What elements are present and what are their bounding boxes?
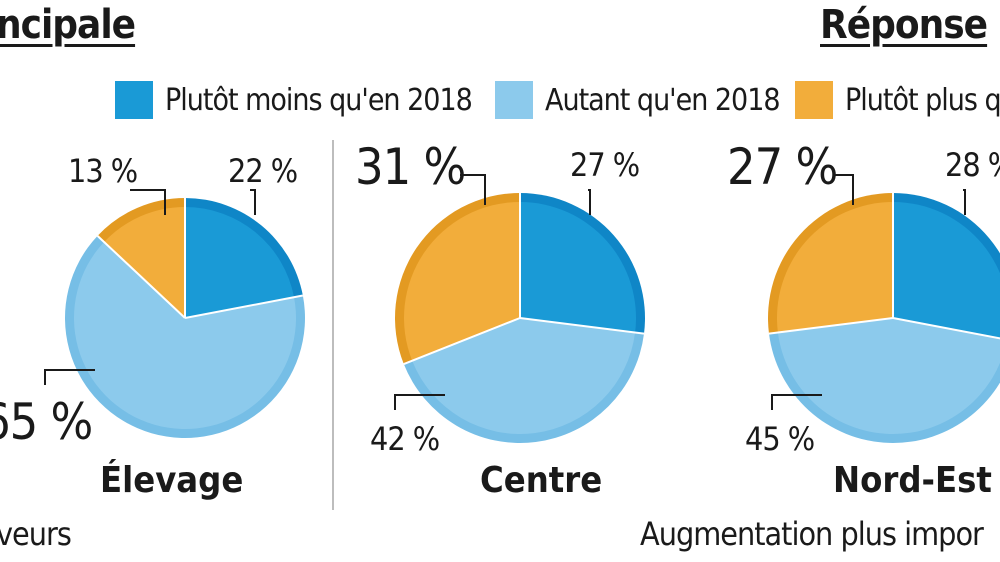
chart-title-centre: Centre: [480, 460, 603, 501]
leader-line-centre-more: [460, 174, 486, 205]
pie-slice-elevage-same: [73, 242, 296, 430]
chart-title-nordest: Nord-Est: [833, 460, 992, 501]
pie-slice-centre-same: [412, 318, 636, 434]
pie-slice-elevage-more: [104, 207, 185, 318]
pie-separator-nordest-1: [892, 317, 1000, 340]
column-divider: [332, 140, 334, 510]
pie-slice-nordest-less: [893, 202, 1000, 339]
slice-label-nordest-same: 45 %: [745, 420, 815, 458]
leader-line-nordest-same: [771, 394, 822, 410]
slice-label-nordest-less: 28 %: [945, 146, 1000, 184]
legend-label: Plutôt moins qu'en 2018: [165, 82, 473, 118]
leader-line-elevage-less: [250, 189, 256, 215]
pie-separator-centre-2: [403, 317, 521, 365]
legend-label: Plutôt plus qu: [845, 82, 1000, 118]
leader-line-elevage-same: [44, 369, 95, 385]
legend-item-less: Plutôt moins qu'en 2018: [115, 80, 473, 120]
pie-separator-elevage-1: [184, 294, 304, 319]
footnote-left: veurs: [0, 515, 72, 553]
leader-line-nordest-less: [963, 189, 966, 215]
pie-slice-nordest-more: [776, 202, 893, 333]
leader-line-centre-less: [588, 189, 591, 215]
legend-item-more: Plutôt plus qu: [795, 80, 1000, 120]
pie-slice-centre-less: [520, 202, 637, 333]
legend-label: Autant qu'en 2018: [545, 82, 781, 118]
pie-separator-centre-1: [519, 317, 645, 335]
pie-slice-elevage-less: [185, 207, 295, 318]
leader-line-nordest-more: [835, 174, 854, 205]
slice-label-centre-same: 42 %: [370, 420, 440, 458]
leader-line-centre-same: [394, 394, 445, 410]
legend-swatch-light-blue: [495, 81, 533, 119]
pie-slice-nordest-same: [777, 318, 1000, 435]
leader-line-elevage-more: [130, 189, 166, 215]
slice-label-elevage-more: 13 %: [68, 152, 138, 190]
legend-item-same: Autant qu'en 2018: [495, 80, 781, 120]
slice-label-nordest-more: 27 %: [727, 138, 838, 196]
slice-label-centre-more: 31 %: [355, 138, 466, 196]
left-section-title: ncipale: [0, 2, 136, 48]
slice-label-elevage-less: 22 %: [228, 152, 298, 190]
pie-slice-centre-more: [404, 202, 520, 361]
legend-swatch-dark-blue: [115, 81, 153, 119]
pie-separator-elevage-2: [96, 235, 186, 319]
legend-swatch-orange: [795, 81, 833, 119]
pie-separator-nordest-2: [768, 317, 894, 335]
right-section-title: Réponse: [820, 2, 988, 48]
chart-title-elevage: Élevage: [100, 460, 244, 501]
slice-label-elevage-same: 65 %: [0, 393, 93, 451]
footnote-right: Augmentation plus impor: [640, 515, 984, 553]
slice-label-centre-less: 27 %: [570, 146, 640, 184]
